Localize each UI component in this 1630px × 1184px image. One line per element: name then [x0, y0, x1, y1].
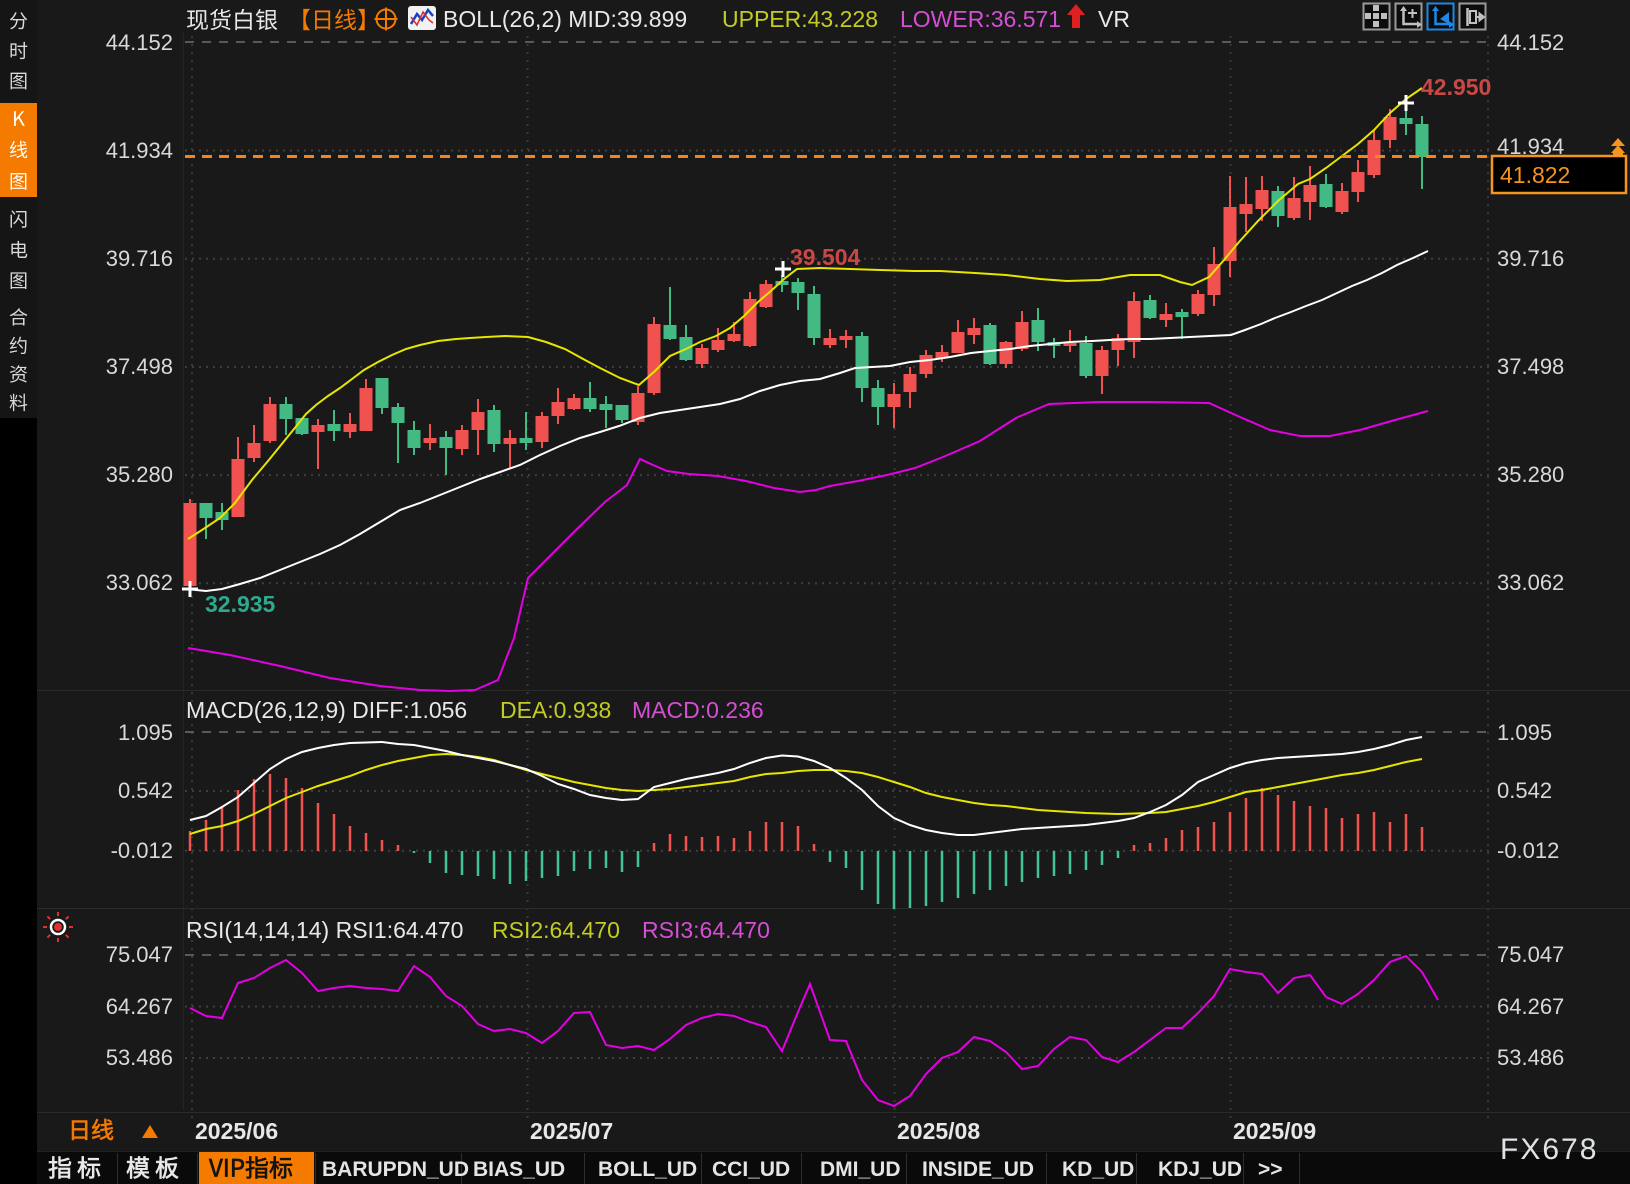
svg-text:41.822: 41.822 [1500, 162, 1570, 188]
svg-text:0.542: 0.542 [118, 778, 173, 803]
svg-text:39.504: 39.504 [790, 244, 861, 270]
svg-text:35.280: 35.280 [1497, 462, 1564, 487]
svg-text:DEA:0.938: DEA:0.938 [500, 697, 611, 723]
svg-text:2025/08: 2025/08 [897, 1118, 980, 1144]
svg-text:53.486: 53.486 [106, 1045, 173, 1070]
svg-text:KDJ_UD: KDJ_UD [1158, 1158, 1242, 1181]
svg-text:UPPER:43.228: UPPER:43.228 [722, 6, 878, 32]
svg-text:RSI3:64.470: RSI3:64.470 [642, 917, 770, 943]
svg-text:44.152: 44.152 [106, 30, 173, 55]
svg-text:LOWER:36.571: LOWER:36.571 [900, 6, 1061, 32]
svg-text:37.498: 37.498 [1497, 354, 1564, 379]
svg-text:33.062: 33.062 [1497, 570, 1564, 595]
svg-text:BARUPDN_UD: BARUPDN_UD [322, 1158, 469, 1181]
svg-text:39.716: 39.716 [1497, 246, 1564, 271]
svg-text:INSIDE_UD: INSIDE_UD [922, 1158, 1034, 1181]
svg-text:41.934: 41.934 [106, 138, 173, 163]
svg-text:75.047: 75.047 [1497, 942, 1564, 967]
svg-text:1.095: 1.095 [1497, 720, 1552, 745]
svg-text:RSI2:64.470: RSI2:64.470 [492, 917, 620, 943]
svg-text:39.716: 39.716 [106, 246, 173, 271]
svg-text:64.267: 64.267 [106, 994, 173, 1019]
svg-text:VR: VR [1098, 6, 1130, 32]
svg-text:75.047: 75.047 [106, 942, 173, 967]
svg-text:64.267: 64.267 [1497, 994, 1564, 1019]
svg-text:2025/09: 2025/09 [1233, 1118, 1316, 1144]
svg-text:BOLL_UD: BOLL_UD [598, 1158, 697, 1181]
svg-text:0.542: 0.542 [1497, 778, 1552, 803]
svg-text:33.062: 33.062 [106, 570, 173, 595]
svg-text:35.280: 35.280 [106, 462, 173, 487]
svg-text:42.950: 42.950 [1421, 74, 1491, 100]
svg-text:BIAS_UD: BIAS_UD [473, 1158, 565, 1181]
svg-text:1.095: 1.095 [118, 720, 173, 745]
svg-text:KD_UD: KD_UD [1062, 1158, 1134, 1181]
svg-text:BOLL(26,2) MID:39.899: BOLL(26,2) MID:39.899 [443, 6, 687, 32]
svg-text:MACD(26,12,9) DIFF:1.056: MACD(26,12,9) DIFF:1.056 [186, 697, 467, 723]
svg-text:-0.012: -0.012 [1497, 838, 1559, 863]
svg-text:-0.012: -0.012 [111, 838, 173, 863]
svg-text:53.486: 53.486 [1497, 1045, 1564, 1070]
svg-text:MACD:0.236: MACD:0.236 [632, 697, 764, 723]
svg-text:41.934: 41.934 [1497, 134, 1564, 159]
svg-text:32.935: 32.935 [205, 591, 276, 617]
svg-text:44.152: 44.152 [1497, 30, 1564, 55]
svg-text:37.498: 37.498 [106, 354, 173, 379]
svg-text:DMI_UD: DMI_UD [820, 1158, 901, 1181]
svg-text:2025/06: 2025/06 [195, 1118, 278, 1144]
svg-text:2025/07: 2025/07 [530, 1118, 613, 1144]
svg-text:FX678: FX678 [1500, 1133, 1598, 1166]
svg-text:CCI_UD: CCI_UD [712, 1158, 790, 1181]
svg-text:RSI(14,14,14) RSI1:64.470: RSI(14,14,14) RSI1:64.470 [186, 917, 463, 943]
svg-text:>>: >> [1258, 1158, 1283, 1181]
